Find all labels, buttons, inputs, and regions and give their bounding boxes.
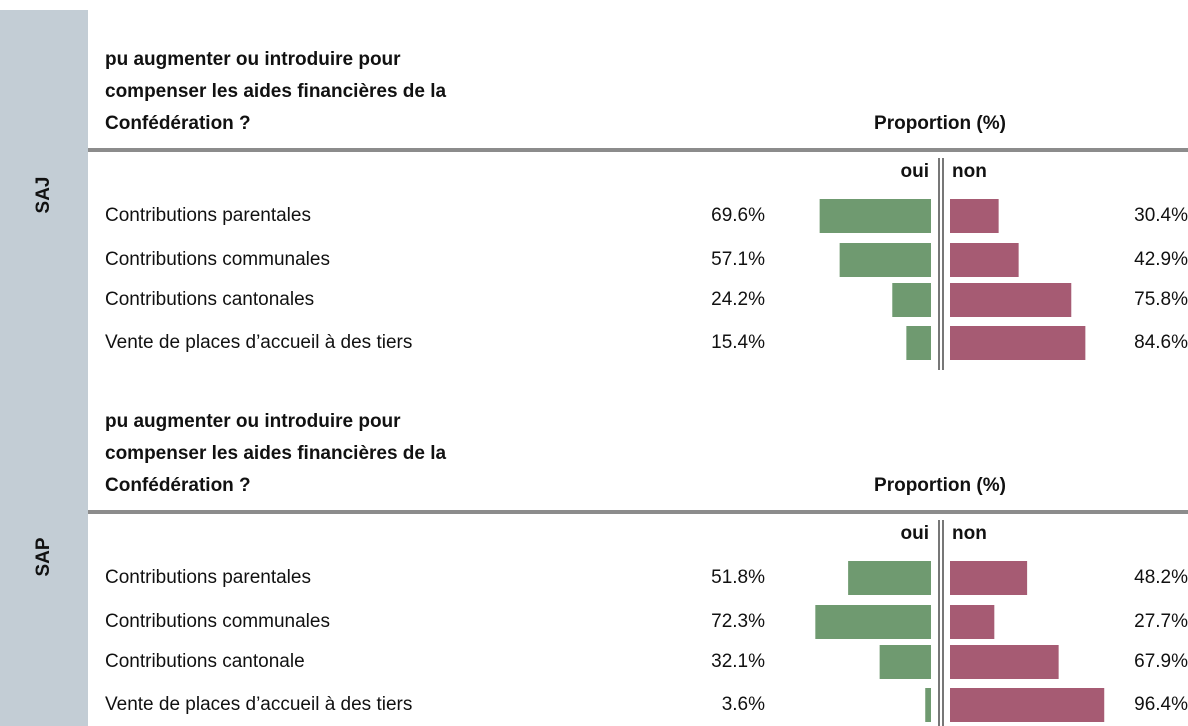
bar	[950, 199, 999, 233]
bar	[892, 283, 931, 317]
value-label: 3.6%	[722, 694, 765, 715]
value-label: 48.2%	[1134, 567, 1188, 588]
bar	[906, 326, 931, 360]
value-label: 24.2%	[711, 289, 765, 310]
bar	[815, 605, 931, 639]
value-axis-label: Proportion (%)	[874, 113, 1006, 134]
legend-entry: oui	[901, 523, 930, 544]
category-label: Contributions parentales	[105, 567, 311, 588]
bar	[839, 243, 931, 277]
category-label: Vente de places d’accueil à des tiers	[105, 332, 412, 353]
bar	[848, 561, 931, 595]
category-label: Contributions parentales	[105, 205, 311, 226]
header-rule	[88, 510, 1188, 514]
header-rule	[88, 148, 1188, 152]
category-label: Vente de places d’accueil à des tiers	[105, 694, 412, 715]
value-label: 84.6%	[1134, 332, 1188, 353]
bar	[950, 326, 1086, 360]
value-label: 96.4%	[1134, 694, 1188, 715]
divider	[938, 520, 940, 726]
divider	[938, 158, 940, 370]
sidebar	[0, 10, 88, 726]
bar	[950, 561, 1028, 595]
value-label: 32.1%	[711, 651, 765, 672]
value-label: 57.1%	[711, 249, 765, 270]
value-label: 30.4%	[1134, 205, 1188, 226]
value-label: 75.8%	[1134, 289, 1188, 310]
value-label: 27.7%	[1134, 611, 1188, 632]
legend-entry: non	[952, 161, 987, 182]
bar	[950, 283, 1072, 317]
question-line: pu augmenter ou introduire pour	[105, 49, 401, 70]
category-label: Contributions cantonales	[105, 289, 314, 310]
bar	[950, 605, 995, 639]
group-label: SAP	[33, 537, 54, 576]
bar	[819, 199, 931, 233]
group-label: SAJ	[33, 177, 54, 214]
category-label: Contributions communales	[105, 249, 330, 270]
divider	[942, 158, 944, 370]
bar	[950, 645, 1059, 679]
value-label: 15.4%	[711, 332, 765, 353]
value-label: 51.8%	[711, 567, 765, 588]
question-line: compenser les aides financières de la	[105, 81, 447, 102]
question-line: compenser les aides financières de la	[105, 443, 447, 464]
value-label: 72.3%	[711, 611, 765, 632]
question-line: Confédération ?	[105, 475, 251, 496]
value-label: 69.6%	[711, 205, 765, 226]
value-label: 67.9%	[1134, 651, 1188, 672]
category-label: Contributions communales	[105, 611, 330, 632]
value-label: 42.9%	[1134, 249, 1188, 270]
question-line: pu augmenter ou introduire pour	[105, 411, 401, 432]
bar	[950, 243, 1019, 277]
category-label: Contributions cantonale	[105, 651, 305, 672]
divider	[942, 520, 944, 726]
bar	[925, 688, 931, 722]
bar	[879, 645, 931, 679]
legend-entry: oui	[901, 161, 930, 182]
value-axis-label: Proportion (%)	[874, 475, 1006, 496]
legend-entry: non	[952, 523, 987, 544]
question-line: Confédération ?	[105, 113, 251, 134]
bar	[950, 688, 1105, 722]
